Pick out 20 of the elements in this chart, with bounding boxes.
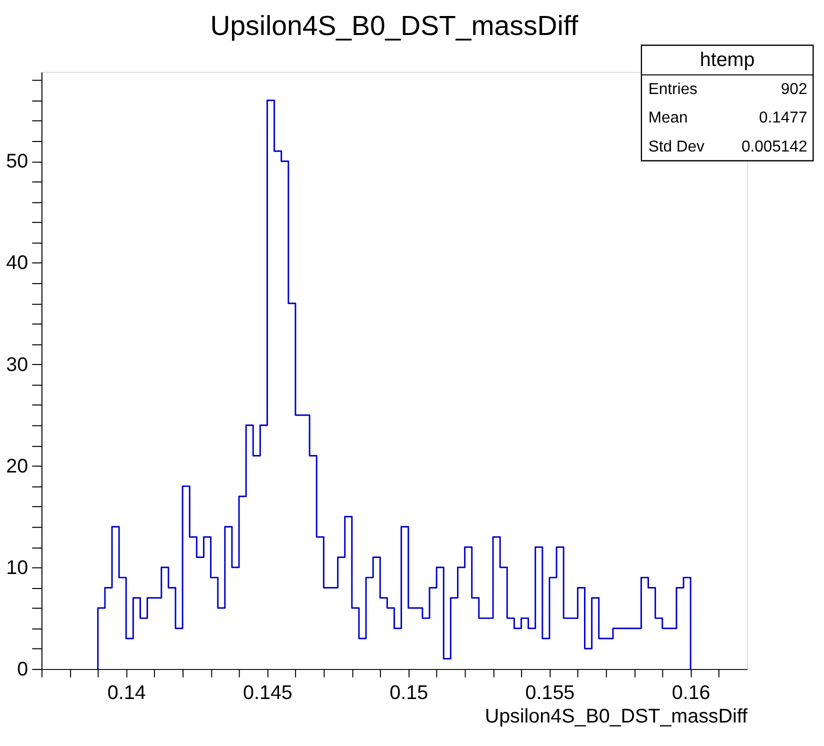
annotation: 0.005142 bbox=[741, 138, 808, 156]
x-tick-label: 0.155 bbox=[525, 682, 575, 704]
annotation: Entries bbox=[648, 81, 698, 98]
x-tick-label: 0.145 bbox=[243, 682, 292, 704]
y-tick-label: 50 bbox=[6, 150, 28, 173]
x-tick-label: 0.15 bbox=[390, 682, 428, 704]
text: 0.1477 bbox=[758, 110, 808, 127]
x-tick-label: 0.16 bbox=[672, 682, 710, 704]
annotation: Std Dev bbox=[648, 138, 705, 156]
y-tick-label: 40 bbox=[6, 252, 28, 274]
y-tick-label: 0 bbox=[17, 658, 28, 680]
x-tick-label: 0.14 bbox=[107, 682, 146, 704]
annotation: Mean bbox=[648, 110, 688, 127]
chart-title: Upsilon4S_B0_DST_massDiff bbox=[210, 10, 579, 41]
y-tick-label: 20 bbox=[6, 455, 28, 478]
text: htemp bbox=[700, 49, 755, 71]
x-axis-title: Upsilon4S_B0_DST_massDiff bbox=[484, 706, 748, 728]
y-tick-label: 30 bbox=[6, 354, 28, 376]
y-tick-label: 10 bbox=[6, 556, 28, 579]
text: 902 bbox=[780, 81, 808, 98]
